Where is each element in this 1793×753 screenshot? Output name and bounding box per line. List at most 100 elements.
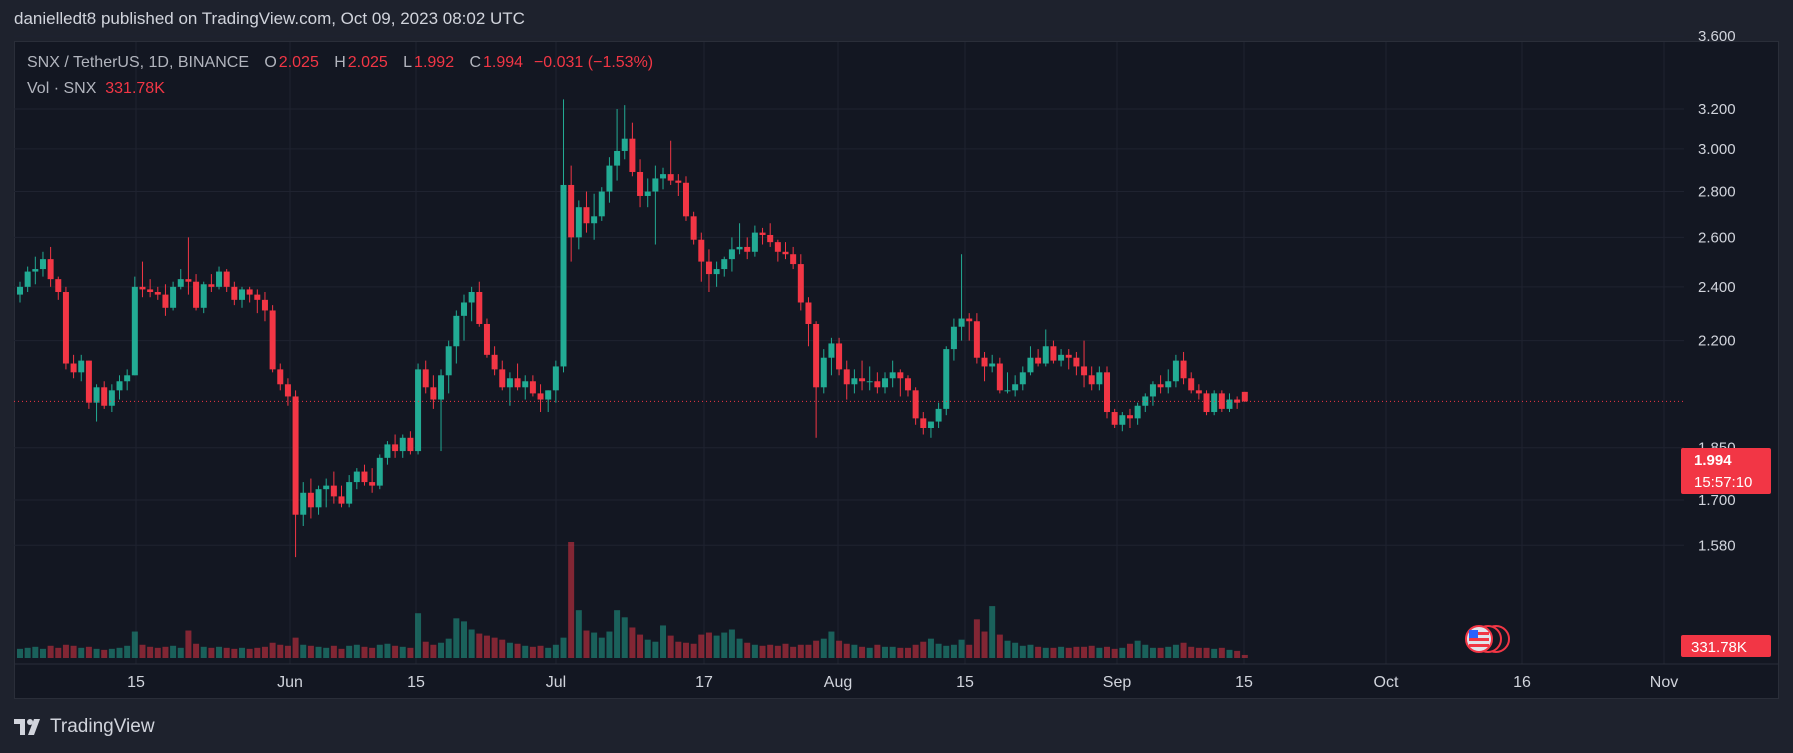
- volume-bar: [1119, 647, 1126, 658]
- candle: [32, 256, 39, 285]
- volume-bar: [1172, 644, 1179, 658]
- publish-line: danielledt8 published on TradingView.com…: [14, 9, 525, 28]
- volume-bar: [598, 637, 605, 658]
- brand-footer[interactable]: TradingView: [14, 716, 155, 738]
- candle: [1019, 366, 1026, 391]
- volume-bar: [996, 634, 1003, 658]
- candle: [407, 431, 414, 455]
- candle-body: [614, 150, 621, 166]
- y-tick-label: 1.700: [1698, 492, 1736, 509]
- volume-bar: [223, 647, 230, 658]
- candle-body: [116, 381, 123, 391]
- candle: [813, 321, 820, 438]
- candle: [147, 279, 154, 298]
- candle: [897, 369, 904, 397]
- candle-body: [506, 378, 513, 388]
- x-tick-label: Nov: [1650, 674, 1678, 691]
- candle-body: [935, 408, 942, 422]
- candle: [836, 337, 843, 376]
- volume-bar: [1218, 647, 1225, 658]
- volume-bar: [1142, 644, 1149, 658]
- candle-body: [346, 482, 353, 504]
- candle: [506, 372, 513, 406]
- chart-panel[interactable]: [14, 41, 1779, 699]
- candle: [399, 434, 406, 458]
- candle: [713, 261, 720, 287]
- economic-events-icons[interactable]: [1465, 625, 1510, 653]
- candle: [323, 478, 330, 508]
- candle-body: [361, 471, 368, 483]
- candle-body: [491, 354, 498, 370]
- x-tick-label: 15: [407, 674, 425, 691]
- candle: [629, 122, 636, 177]
- volume-bar: [353, 644, 360, 658]
- candle-body: [912, 390, 919, 419]
- volume-bar: [399, 646, 406, 658]
- candle: [866, 366, 873, 391]
- candle: [17, 281, 23, 303]
- volume-bar: [614, 610, 621, 658]
- candle-body: [1241, 391, 1248, 402]
- candle-body: [445, 346, 452, 376]
- symbol-label: SNX / TetherUS, 1D, BINANCE: [27, 54, 249, 71]
- candle-body: [200, 284, 207, 308]
- brand-name: TradingView: [50, 716, 155, 737]
- candle-body: [621, 138, 628, 151]
- candle-body: [392, 444, 399, 452]
- candle-body: [767, 234, 774, 243]
- candle-body: [1195, 390, 1202, 394]
- candle: [759, 227, 766, 245]
- volume-bar: [621, 617, 628, 658]
- candle: [384, 441, 391, 465]
- volume-bar: [759, 645, 766, 658]
- candle: [560, 99, 567, 373]
- candle-body: [522, 381, 529, 388]
- candle: [1012, 375, 1019, 397]
- volume-bar: [660, 625, 667, 658]
- volume-bar: [514, 643, 521, 658]
- candle-body: [560, 184, 567, 367]
- candle-body: [376, 457, 383, 486]
- candle-body: [261, 299, 268, 311]
- volume-bar: [767, 644, 774, 658]
- volume-bar: [912, 644, 919, 658]
- candle: [361, 464, 368, 486]
- candle-body: [1019, 372, 1026, 385]
- candle: [422, 360, 429, 394]
- candle-body: [828, 343, 835, 358]
- y-tick-label: 3.600: [1698, 28, 1736, 45]
- candle: [116, 375, 123, 400]
- candle-body: [882, 378, 889, 388]
- candle-body: [545, 390, 552, 400]
- volume-bar: [376, 644, 383, 658]
- candle: [675, 174, 682, 196]
- volume-bar: [705, 632, 712, 658]
- candle: [246, 286, 253, 303]
- candle-body: [675, 180, 682, 183]
- candle: [131, 276, 138, 376]
- candle-body: [1218, 393, 1225, 409]
- volume-bar: [583, 630, 590, 658]
- candle-body: [292, 396, 299, 515]
- candle-body: [17, 286, 23, 295]
- candle: [882, 372, 889, 394]
- candle: [889, 360, 896, 388]
- candle-body: [797, 264, 804, 303]
- volume-bar: [606, 631, 613, 658]
- candle-body: [966, 318, 973, 322]
- candle-body: [139, 286, 146, 290]
- candle-body: [950, 326, 957, 350]
- volume-bar: [139, 644, 146, 658]
- candle-body: [216, 271, 223, 287]
- candle: [1050, 340, 1057, 364]
- volume-bar: [813, 640, 820, 658]
- price-badge: 1.994 15:57:10: [1681, 448, 1771, 494]
- candle-body: [170, 286, 177, 308]
- candle-body: [407, 437, 414, 452]
- candle: [828, 337, 835, 376]
- candle-body: [529, 381, 536, 394]
- candle: [950, 318, 957, 361]
- candle: [238, 286, 245, 308]
- volume-bars: [17, 542, 1248, 658]
